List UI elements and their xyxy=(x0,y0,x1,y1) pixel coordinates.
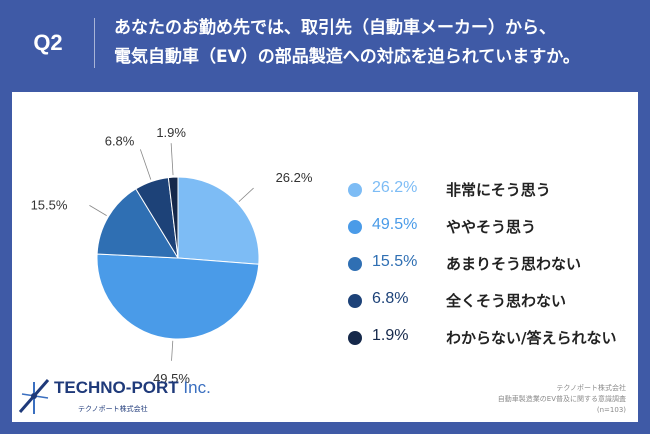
slice-percent-label: 6.8% xyxy=(105,133,135,148)
source-company: テクノポート株式会社 xyxy=(556,384,626,392)
leader-line xyxy=(170,143,174,176)
question-line-1: あなたのお勤め先では、取引先（自動車メーカー）から、 xyxy=(114,18,556,38)
leader-line xyxy=(89,205,107,216)
legend-value: 15.5% xyxy=(372,253,418,270)
legend-label: 非常にそう思う xyxy=(446,181,551,199)
question-number: Q2 xyxy=(33,30,63,55)
legend-swatch xyxy=(348,331,362,345)
legend-label: わからない/答えられない xyxy=(446,329,617,347)
logo-subtitle: テクノポート株式会社 xyxy=(78,405,148,413)
source-sample-size: (n=103) xyxy=(596,406,626,414)
source-note: テクノポート株式会社 自動車製造業のEV普及に関する意識調査 (n=103) xyxy=(498,383,626,416)
question-header: Q2 あなたのお勤め先では、取引先（自動車メーカー）から、 電気自動車（EV）の… xyxy=(0,0,650,86)
pie-slice xyxy=(96,188,179,259)
slice-percent-label: 1.9% xyxy=(156,125,186,140)
leader-line xyxy=(139,149,152,180)
logo-suffix: Inc. xyxy=(183,378,211,397)
pie-slice xyxy=(96,253,260,340)
legend-swatch xyxy=(348,183,362,197)
slice-percent-label: 49.5% xyxy=(153,371,190,386)
pie-slice xyxy=(177,176,260,265)
legend-label: ややそう思う xyxy=(446,218,537,236)
legend-swatch xyxy=(348,220,362,234)
leader-line xyxy=(171,340,174,361)
header-divider xyxy=(94,18,95,68)
legend-label: 全くそう思わない xyxy=(446,292,567,310)
source-survey: 自動車製造業のEV普及に関する意識調査 xyxy=(497,395,626,403)
logo-mark-icon xyxy=(18,379,50,414)
legend-value: 1.9% xyxy=(372,327,409,344)
legend-value: 26.2% xyxy=(372,179,418,196)
legend-value: 6.8% xyxy=(372,290,409,307)
slice-percent-label: 26.2% xyxy=(276,170,313,185)
slice-percent-label: 15.5% xyxy=(31,197,68,212)
legend-label: あまりそう思わない xyxy=(446,255,582,273)
legend-swatch xyxy=(348,257,362,271)
leader-line xyxy=(238,187,254,202)
legend-value: 49.5% xyxy=(372,216,418,233)
company-logo: TECHNO-PORT Inc. テクノポート株式会社 xyxy=(14,372,211,428)
logo-name: TECHNO-PORT xyxy=(54,378,179,397)
pie-slice xyxy=(167,176,179,259)
question-text: あなたのお勤め先では、取引先（自動車メーカー）から、 電気自動車（EV）の部品製… xyxy=(114,14,644,72)
chart-panel: 26.2% 49.5% 15.5% 6.8% 1.9% 26.2% 非常にそう思う 49.5… xyxy=(12,92,638,422)
legend-swatch xyxy=(348,294,362,308)
pie-chart: 26.2% 49.5% 15.5% 6.8% 1.9% xyxy=(31,125,313,386)
logo-wordmark: TECHNO-PORT Inc. xyxy=(54,378,211,398)
question-line-2: 電気自動車（EV）の部品製造への対応を迫られていますか。 xyxy=(114,47,580,67)
